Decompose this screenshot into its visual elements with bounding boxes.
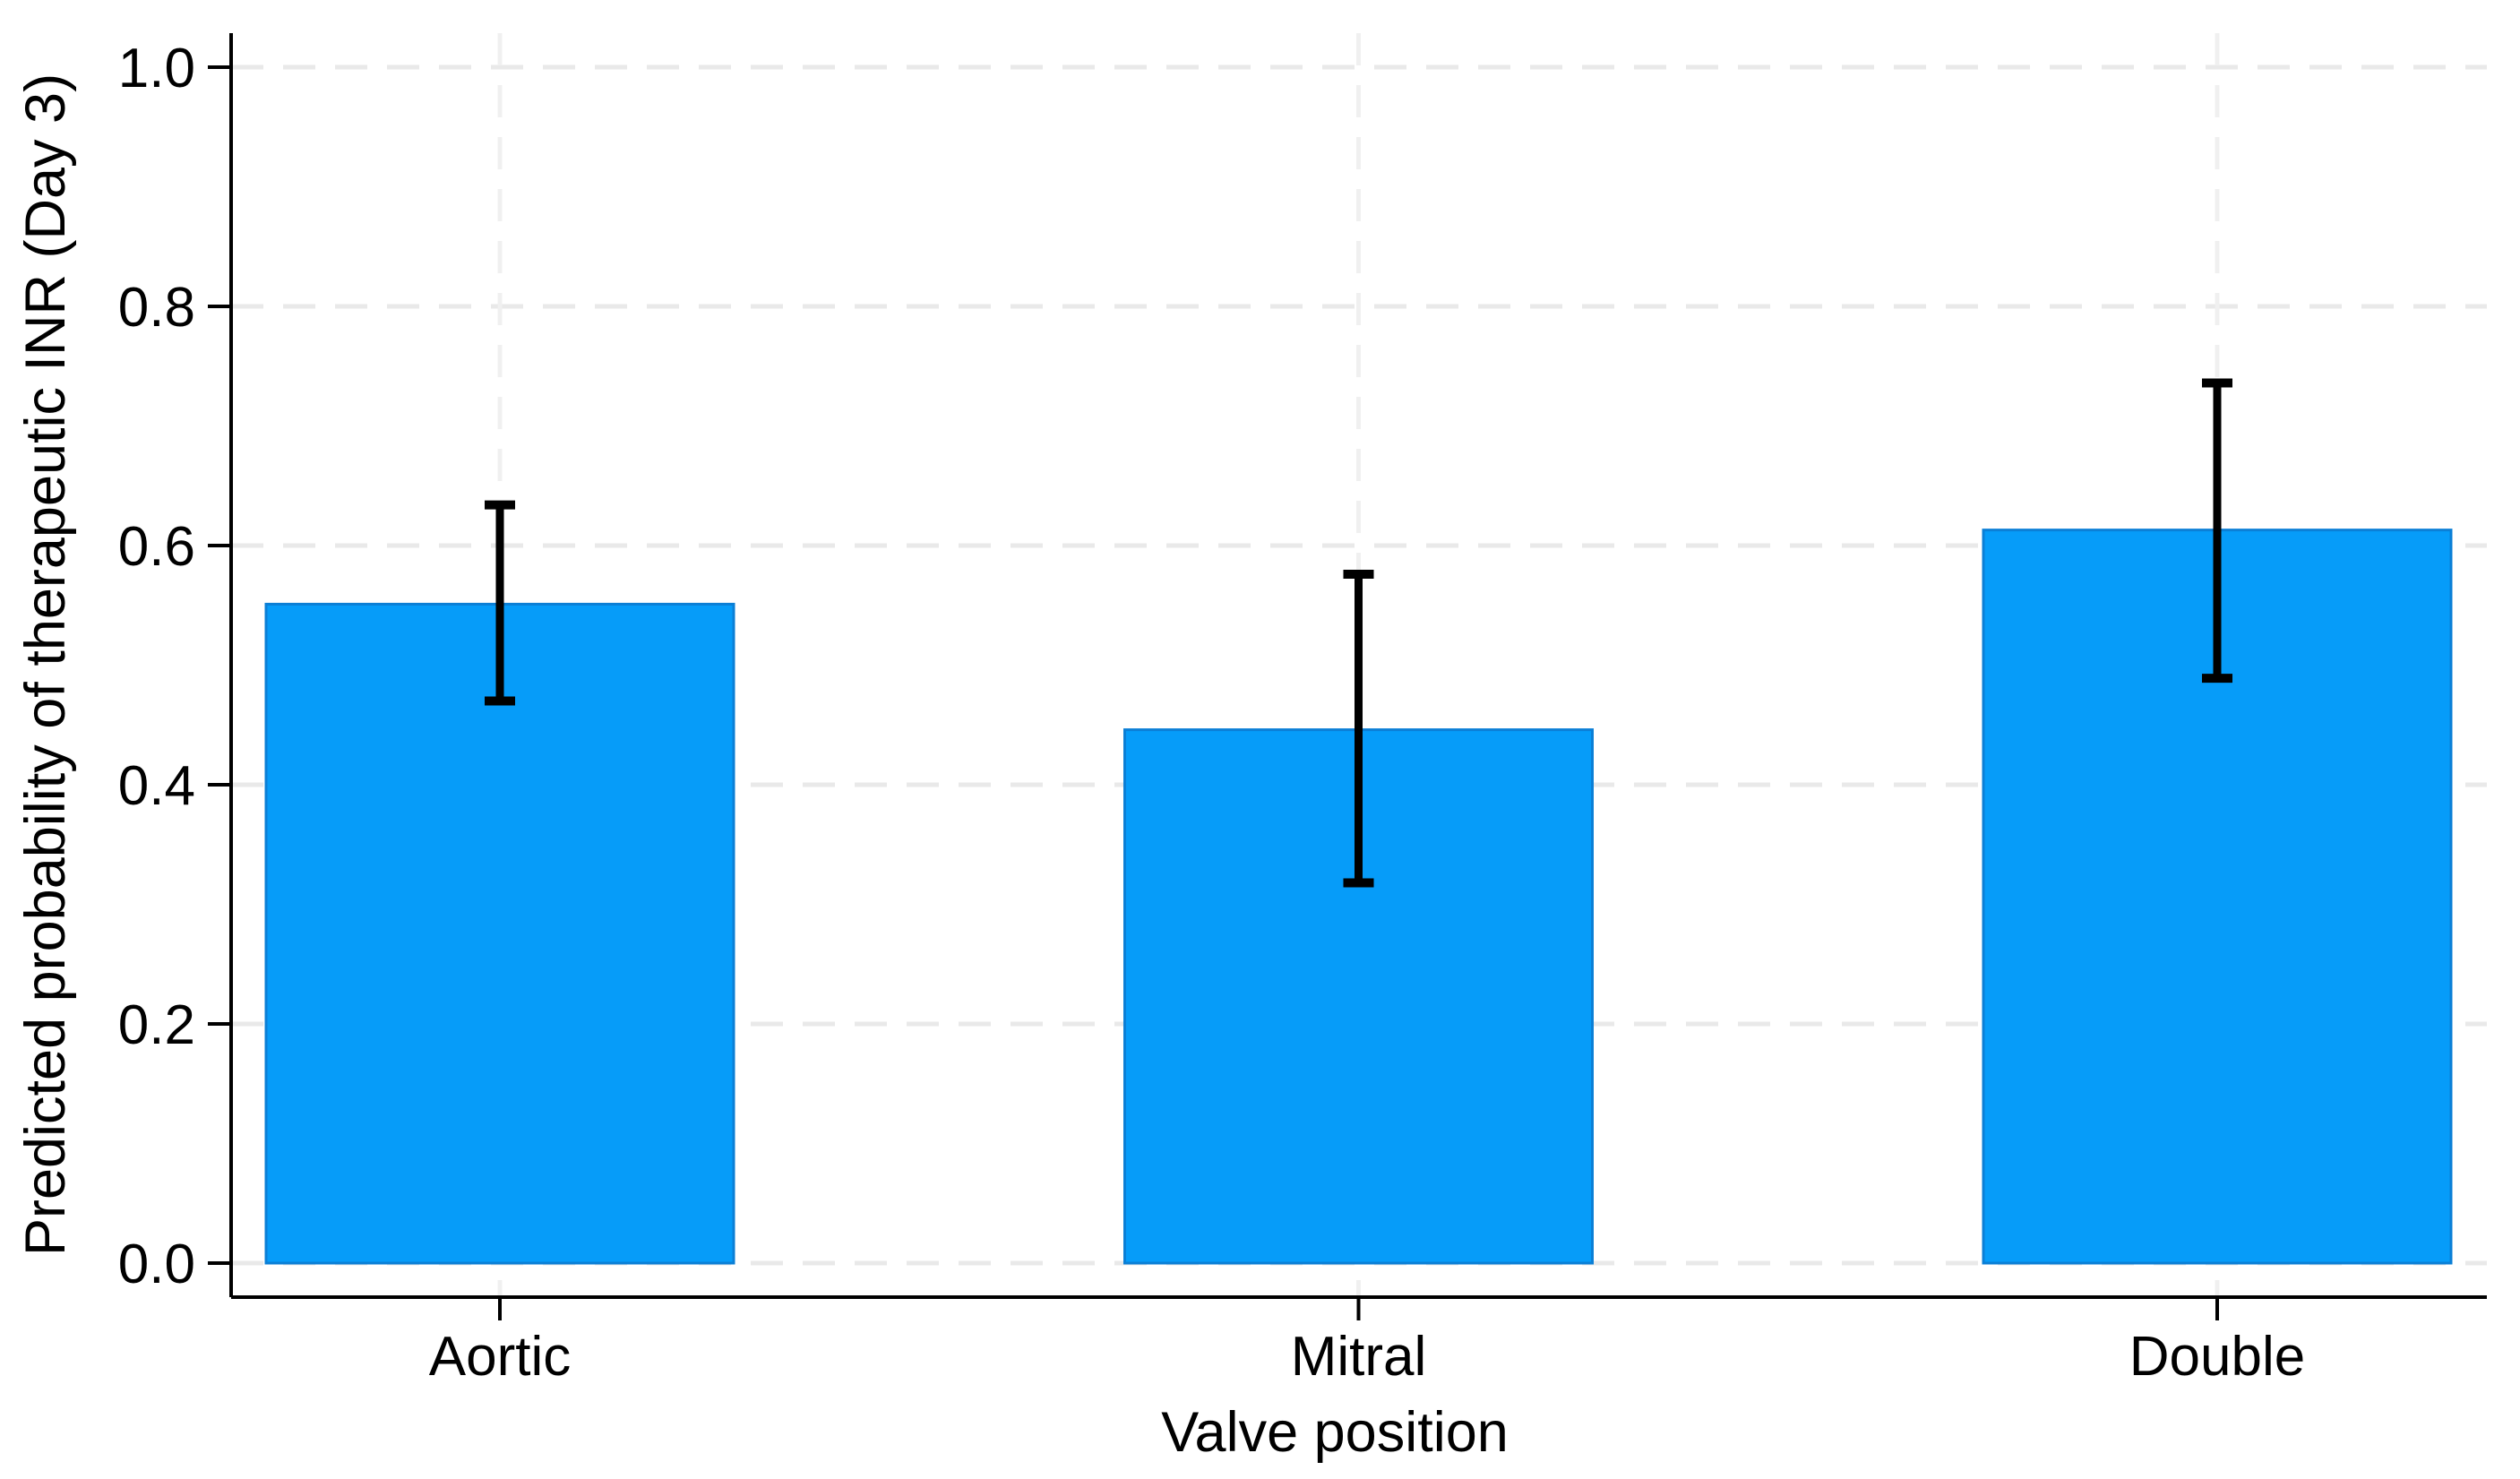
- bar-aortic: [264, 602, 735, 1265]
- y-tick-label: 0.6: [118, 516, 195, 578]
- x-category-label-aortic: Aortic: [429, 1326, 571, 1388]
- x-category-label-double: Double: [2129, 1326, 2305, 1388]
- y-axis-title: Predicted probability of therapeutic INR…: [14, 73, 77, 1256]
- y-tick-label: 0.8: [118, 277, 195, 339]
- error-bars: [485, 378, 2232, 888]
- x-category-label-mitral: Mitral: [1291, 1326, 1427, 1388]
- y-tick-label: 0.4: [118, 755, 195, 817]
- x-axis-title: Valve position: [1161, 1401, 1509, 1464]
- y-tick-label: 0.0: [118, 1234, 195, 1295]
- tick-labels: 0.0 0.2 0.4 0.6 0.8 1.0 Aortic Mitral Double: [118, 38, 2305, 1388]
- y-tick-label: 0.2: [118, 994, 195, 1056]
- y-tick-label: 1.0: [118, 38, 195, 99]
- axes: [208, 33, 2487, 1320]
